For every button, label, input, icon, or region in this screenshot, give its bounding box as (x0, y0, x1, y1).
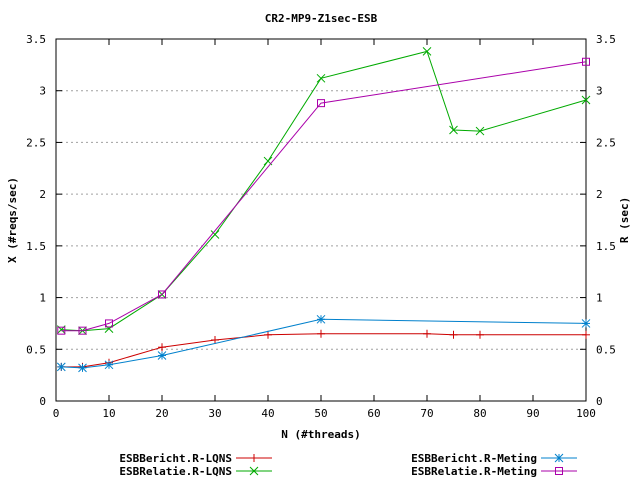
x-tick-label: 50 (314, 407, 327, 420)
data-point (158, 290, 166, 299)
x-tick-label: 40 (261, 407, 274, 420)
y2-tick-label: 0.5 (596, 343, 616, 356)
data-point (250, 454, 258, 462)
y-tick-label: 2.5 (26, 136, 46, 149)
y2-tick-label: 2 (596, 188, 603, 201)
x-tick-label: 70 (420, 407, 433, 420)
data-point (249, 466, 259, 476)
y-axis-label: X (#reqs/sec) (6, 177, 19, 263)
y2-tick-label: 3.5 (596, 33, 616, 46)
data-point (476, 330, 484, 339)
data-point (158, 343, 166, 352)
data-point (211, 335, 219, 344)
x-tick-label: 20 (155, 407, 168, 420)
y-tick-label: 2 (39, 188, 46, 201)
data-point (78, 326, 87, 335)
series-2 (56, 314, 591, 373)
legend-label-0: ESBBericht.R-LQNS (119, 452, 232, 465)
x-tick-label: 0 (53, 407, 60, 420)
series-1 (56, 47, 591, 336)
data-point (104, 360, 114, 370)
y-tick-label: 3 (39, 85, 46, 98)
x-ticks: 0 10 20 30 40 50 60 70 80 90 100 (53, 39, 596, 420)
legend-marker-0 (250, 454, 258, 462)
series-line (61, 318, 587, 369)
y-tick-label: 0 (39, 395, 46, 408)
series-line (61, 50, 587, 332)
data-point (316, 73, 326, 83)
legend-item-1: ESBRelatie.R-LQNS (119, 465, 272, 478)
y2-tick-label: 1.5 (596, 240, 616, 253)
data-point (264, 330, 272, 339)
data-point (317, 329, 325, 338)
data-point (582, 330, 590, 339)
data-point (56, 362, 66, 372)
data-point (582, 57, 590, 66)
data-point (316, 314, 326, 324)
data-point (581, 95, 591, 105)
y2-axis-label: R (sec) (618, 197, 631, 243)
y2-tick-label: 0 (596, 395, 603, 408)
legend-item-2: ESBBericht.R-Meting (411, 452, 577, 465)
y2-tick-label: 3 (596, 85, 603, 98)
y-tick-label: 3.5 (26, 33, 46, 46)
data-point (157, 351, 167, 360)
y-tick-label: 1 (39, 292, 46, 305)
plot-frame (55, 38, 587, 402)
legend-marker-3 (555, 467, 563, 475)
x-tick-label: 10 (102, 407, 115, 420)
legend-label-1: ESBRelatie.R-LQNS (119, 465, 232, 478)
series-line (61, 333, 586, 368)
legend-item-0: ESBBericht.R-LQNS (119, 452, 272, 465)
data-point (555, 467, 563, 475)
data-point (581, 319, 591, 328)
y2-tick-label: 2.5 (596, 136, 616, 149)
legend-marker-2 (554, 453, 564, 463)
x-tick-label: 30 (208, 407, 221, 420)
chart-title: CR2-MP9-Z1sec-ESB (265, 12, 378, 25)
y-tick-label: 1.5 (26, 240, 46, 253)
legend-label-3: ESBRelatie.R-Meting (411, 465, 537, 478)
y-ticks: 0 0 0.5 0.5 1 1 1.5 1.5 2 2 2.5 2.5 3 3 3.5 3.5 (26, 33, 616, 408)
series-3 (57, 57, 590, 335)
grid-lines (56, 90, 586, 350)
data-point (423, 329, 431, 338)
x-tick-label: 100 (576, 407, 596, 420)
data-point (422, 47, 432, 56)
data-point (57, 326, 66, 335)
x-tick-label: 60 (367, 407, 380, 420)
data-point (449, 330, 458, 339)
x-tick-label: 80 (473, 407, 486, 420)
y-tick-label: 0.5 (26, 343, 46, 356)
series-layer (56, 47, 591, 373)
data-point (475, 126, 485, 136)
data-point (104, 324, 114, 333)
legend-marker-1 (249, 466, 259, 476)
data-point (449, 125, 458, 135)
series-line (61, 61, 587, 332)
data-point (554, 453, 564, 463)
data-point (210, 230, 220, 239)
data-point (78, 363, 87, 373)
y2-tick-label: 1 (596, 292, 603, 305)
legend-item-3: ESBRelatie.R-Meting (411, 465, 577, 478)
series-0 (57, 329, 590, 371)
x-tick-label: 90 (526, 407, 539, 420)
x-axis-label: N (#threads) (281, 428, 360, 441)
legend: ESBBericht.R-LQNS ESBRelatie.R-LQNS ESBB… (119, 452, 577, 478)
data-point (105, 319, 113, 328)
legend-label-2: ESBBericht.R-Meting (411, 452, 537, 465)
data-point (317, 99, 325, 108)
